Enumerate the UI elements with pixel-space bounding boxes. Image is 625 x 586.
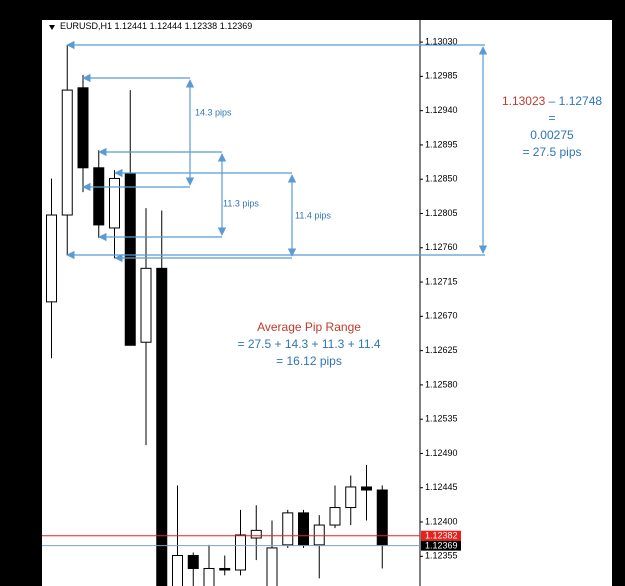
candle-body bbox=[77, 87, 89, 169]
price-tag bbox=[421, 530, 461, 541]
y-tick-label: 1.12715 bbox=[425, 276, 458, 286]
header-close: 1.12369 bbox=[220, 21, 253, 31]
header-open: 1.12441 bbox=[115, 21, 148, 31]
y-tick-label: 1.12985 bbox=[425, 71, 458, 81]
measure-arrows bbox=[66, 40, 488, 263]
candle-body bbox=[172, 555, 183, 586]
price-tag-label: 1.12382 bbox=[425, 531, 458, 541]
y-tick-label: 1.13030 bbox=[425, 36, 458, 46]
candle-body bbox=[61, 89, 73, 216]
y-tick-label: 1.12535 bbox=[425, 414, 458, 424]
candle-body bbox=[203, 567, 215, 586]
range-high: 1.13023 bbox=[502, 94, 546, 108]
candle-body bbox=[46, 214, 57, 303]
annotation: = 27.5 pips bbox=[522, 145, 581, 159]
y-tick-label: 1.12625 bbox=[425, 345, 458, 355]
annotation: = bbox=[548, 111, 555, 125]
y-tick-label: 1.12445 bbox=[425, 482, 458, 492]
annotation: = 27.5 + 14.3 + 11.3 + 11.4 bbox=[237, 337, 380, 351]
candle-body bbox=[329, 507, 341, 526]
candle-body bbox=[109, 177, 120, 229]
y-tick-label: 1.12895 bbox=[425, 139, 458, 149]
price-tag-label: 1.12369 bbox=[425, 541, 458, 551]
annotation: 14.3 pips bbox=[195, 107, 232, 117]
candle-body bbox=[361, 486, 372, 491]
symbol: EURUSD,H1 bbox=[60, 21, 112, 31]
candle-body bbox=[235, 534, 246, 571]
candle-body bbox=[124, 172, 136, 346]
candle-body bbox=[313, 524, 325, 546]
y-tick-label: 1.12670 bbox=[425, 311, 458, 321]
annotation: 0.00275 bbox=[530, 128, 574, 142]
header-high: 1.12444 bbox=[150, 21, 183, 31]
range-low: – 1.12748 bbox=[549, 94, 603, 108]
chart-header: EURUSD,H1 1.12441 1.12444 1.12338 1.1236… bbox=[60, 21, 252, 31]
candle-body bbox=[345, 486, 357, 509]
candle-body bbox=[298, 512, 309, 546]
y-tick-label: 1.12355 bbox=[425, 551, 458, 561]
menu-icon bbox=[49, 25, 55, 30]
y-tick-label: 1.12760 bbox=[425, 242, 458, 252]
candle-body bbox=[187, 555, 199, 569]
candle-body bbox=[250, 529, 262, 539]
annotation: 11.3 pips bbox=[223, 198, 259, 208]
price-tag bbox=[421, 540, 461, 551]
y-tick-label: 1.12850 bbox=[425, 174, 458, 184]
candle-body bbox=[376, 489, 388, 546]
candle-body bbox=[266, 547, 278, 586]
annotation: = 16.12 pips bbox=[276, 354, 342, 368]
annotation: 1.13023 – 1.12748 bbox=[502, 94, 602, 108]
y-tick-label: 1.12400 bbox=[425, 516, 458, 526]
annotation: 11.4 pips bbox=[295, 210, 331, 220]
y-tick-label: 1.12490 bbox=[425, 448, 458, 458]
y-tick-label: 1.12940 bbox=[425, 105, 458, 115]
candle-body bbox=[219, 567, 231, 571]
chart-area bbox=[42, 20, 612, 586]
candle-body bbox=[140, 267, 152, 343]
candle-body bbox=[93, 167, 105, 226]
candle-body bbox=[156, 267, 168, 586]
y-tick-label: 1.12805 bbox=[425, 208, 458, 218]
annotation: Average Pip Range bbox=[257, 320, 361, 334]
candle-body bbox=[282, 512, 294, 546]
candles bbox=[46, 45, 388, 586]
y-tick-label: 1.12580 bbox=[425, 379, 458, 389]
header-low: 1.12338 bbox=[185, 21, 218, 31]
